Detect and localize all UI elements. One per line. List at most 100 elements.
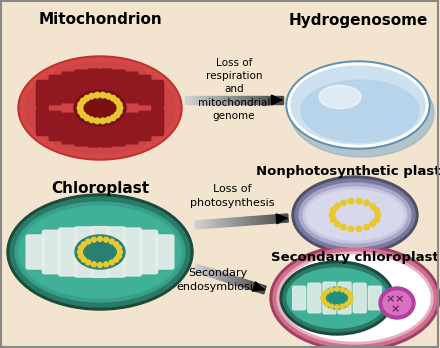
Polygon shape: [250, 216, 254, 225]
FancyBboxPatch shape: [100, 69, 112, 101]
Circle shape: [334, 203, 340, 209]
Polygon shape: [218, 96, 221, 104]
Circle shape: [81, 242, 86, 247]
Ellipse shape: [299, 183, 411, 247]
Circle shape: [110, 115, 116, 121]
Ellipse shape: [286, 61, 430, 149]
Circle shape: [375, 212, 381, 218]
FancyBboxPatch shape: [152, 109, 164, 135]
Polygon shape: [259, 285, 264, 293]
Polygon shape: [264, 96, 267, 104]
Polygon shape: [203, 267, 208, 276]
Ellipse shape: [75, 235, 125, 269]
Circle shape: [100, 92, 106, 98]
Circle shape: [110, 95, 116, 101]
Polygon shape: [285, 214, 288, 222]
Polygon shape: [204, 220, 208, 228]
FancyBboxPatch shape: [353, 283, 366, 313]
FancyBboxPatch shape: [75, 70, 87, 102]
Polygon shape: [201, 266, 205, 275]
Circle shape: [89, 117, 95, 122]
Polygon shape: [252, 283, 257, 291]
Text: Loss of
respiration
and
mitochondrial
genome: Loss of respiration and mitochondrial ge…: [198, 58, 270, 121]
Polygon shape: [260, 96, 264, 104]
Polygon shape: [247, 217, 251, 225]
Ellipse shape: [288, 63, 428, 147]
Polygon shape: [217, 271, 222, 280]
Ellipse shape: [10, 197, 190, 307]
Polygon shape: [237, 96, 241, 104]
Text: Loss of
photosynthesis: Loss of photosynthesis: [190, 184, 274, 208]
Polygon shape: [223, 219, 226, 227]
FancyBboxPatch shape: [107, 227, 125, 277]
Polygon shape: [194, 264, 198, 272]
Polygon shape: [244, 96, 247, 104]
Circle shape: [348, 198, 354, 204]
Polygon shape: [195, 96, 198, 104]
Polygon shape: [213, 270, 217, 278]
Polygon shape: [185, 96, 188, 104]
Polygon shape: [231, 276, 236, 284]
Circle shape: [348, 292, 352, 297]
Polygon shape: [201, 220, 205, 229]
Polygon shape: [261, 285, 266, 294]
Text: Hydrogenosome: Hydrogenosome: [288, 13, 428, 27]
FancyBboxPatch shape: [126, 72, 138, 103]
FancyBboxPatch shape: [139, 111, 151, 141]
Polygon shape: [280, 96, 283, 104]
FancyBboxPatch shape: [75, 114, 87, 146]
Polygon shape: [213, 219, 217, 228]
Polygon shape: [205, 96, 208, 104]
Circle shape: [92, 262, 96, 267]
Polygon shape: [215, 271, 220, 279]
Polygon shape: [266, 215, 270, 224]
Polygon shape: [227, 96, 231, 104]
Ellipse shape: [20, 58, 180, 158]
Text: Mitochondrion: Mitochondrion: [38, 13, 162, 27]
Circle shape: [340, 287, 345, 292]
Circle shape: [86, 260, 91, 265]
Polygon shape: [235, 218, 239, 226]
Circle shape: [117, 245, 121, 251]
FancyBboxPatch shape: [338, 282, 351, 314]
Polygon shape: [243, 279, 248, 288]
Polygon shape: [229, 275, 234, 284]
Circle shape: [348, 226, 354, 231]
Ellipse shape: [277, 252, 433, 344]
Polygon shape: [257, 216, 260, 224]
Circle shape: [322, 299, 326, 304]
Polygon shape: [241, 96, 244, 104]
Text: ×: ×: [385, 294, 395, 304]
Polygon shape: [254, 283, 259, 292]
Circle shape: [374, 207, 379, 213]
Circle shape: [117, 109, 122, 114]
Circle shape: [94, 118, 100, 124]
Ellipse shape: [379, 287, 415, 319]
Circle shape: [94, 92, 100, 98]
Polygon shape: [272, 215, 276, 223]
Polygon shape: [253, 96, 257, 104]
FancyBboxPatch shape: [37, 109, 48, 135]
Circle shape: [356, 226, 362, 231]
Circle shape: [84, 95, 90, 101]
Circle shape: [117, 250, 122, 254]
Text: Secondary chloroplast: Secondary chloroplast: [271, 252, 439, 264]
FancyBboxPatch shape: [156, 235, 174, 269]
Polygon shape: [224, 274, 229, 282]
Polygon shape: [216, 219, 220, 227]
Polygon shape: [241, 217, 245, 226]
FancyBboxPatch shape: [88, 115, 99, 147]
Circle shape: [334, 221, 340, 227]
Circle shape: [330, 287, 334, 292]
Circle shape: [78, 253, 84, 259]
Circle shape: [364, 224, 369, 230]
FancyBboxPatch shape: [139, 230, 158, 274]
Circle shape: [321, 296, 325, 300]
FancyBboxPatch shape: [323, 282, 336, 314]
Polygon shape: [241, 279, 245, 287]
Circle shape: [89, 93, 95, 99]
Polygon shape: [220, 272, 224, 280]
Ellipse shape: [283, 264, 391, 332]
Circle shape: [100, 118, 106, 124]
Polygon shape: [270, 96, 273, 104]
